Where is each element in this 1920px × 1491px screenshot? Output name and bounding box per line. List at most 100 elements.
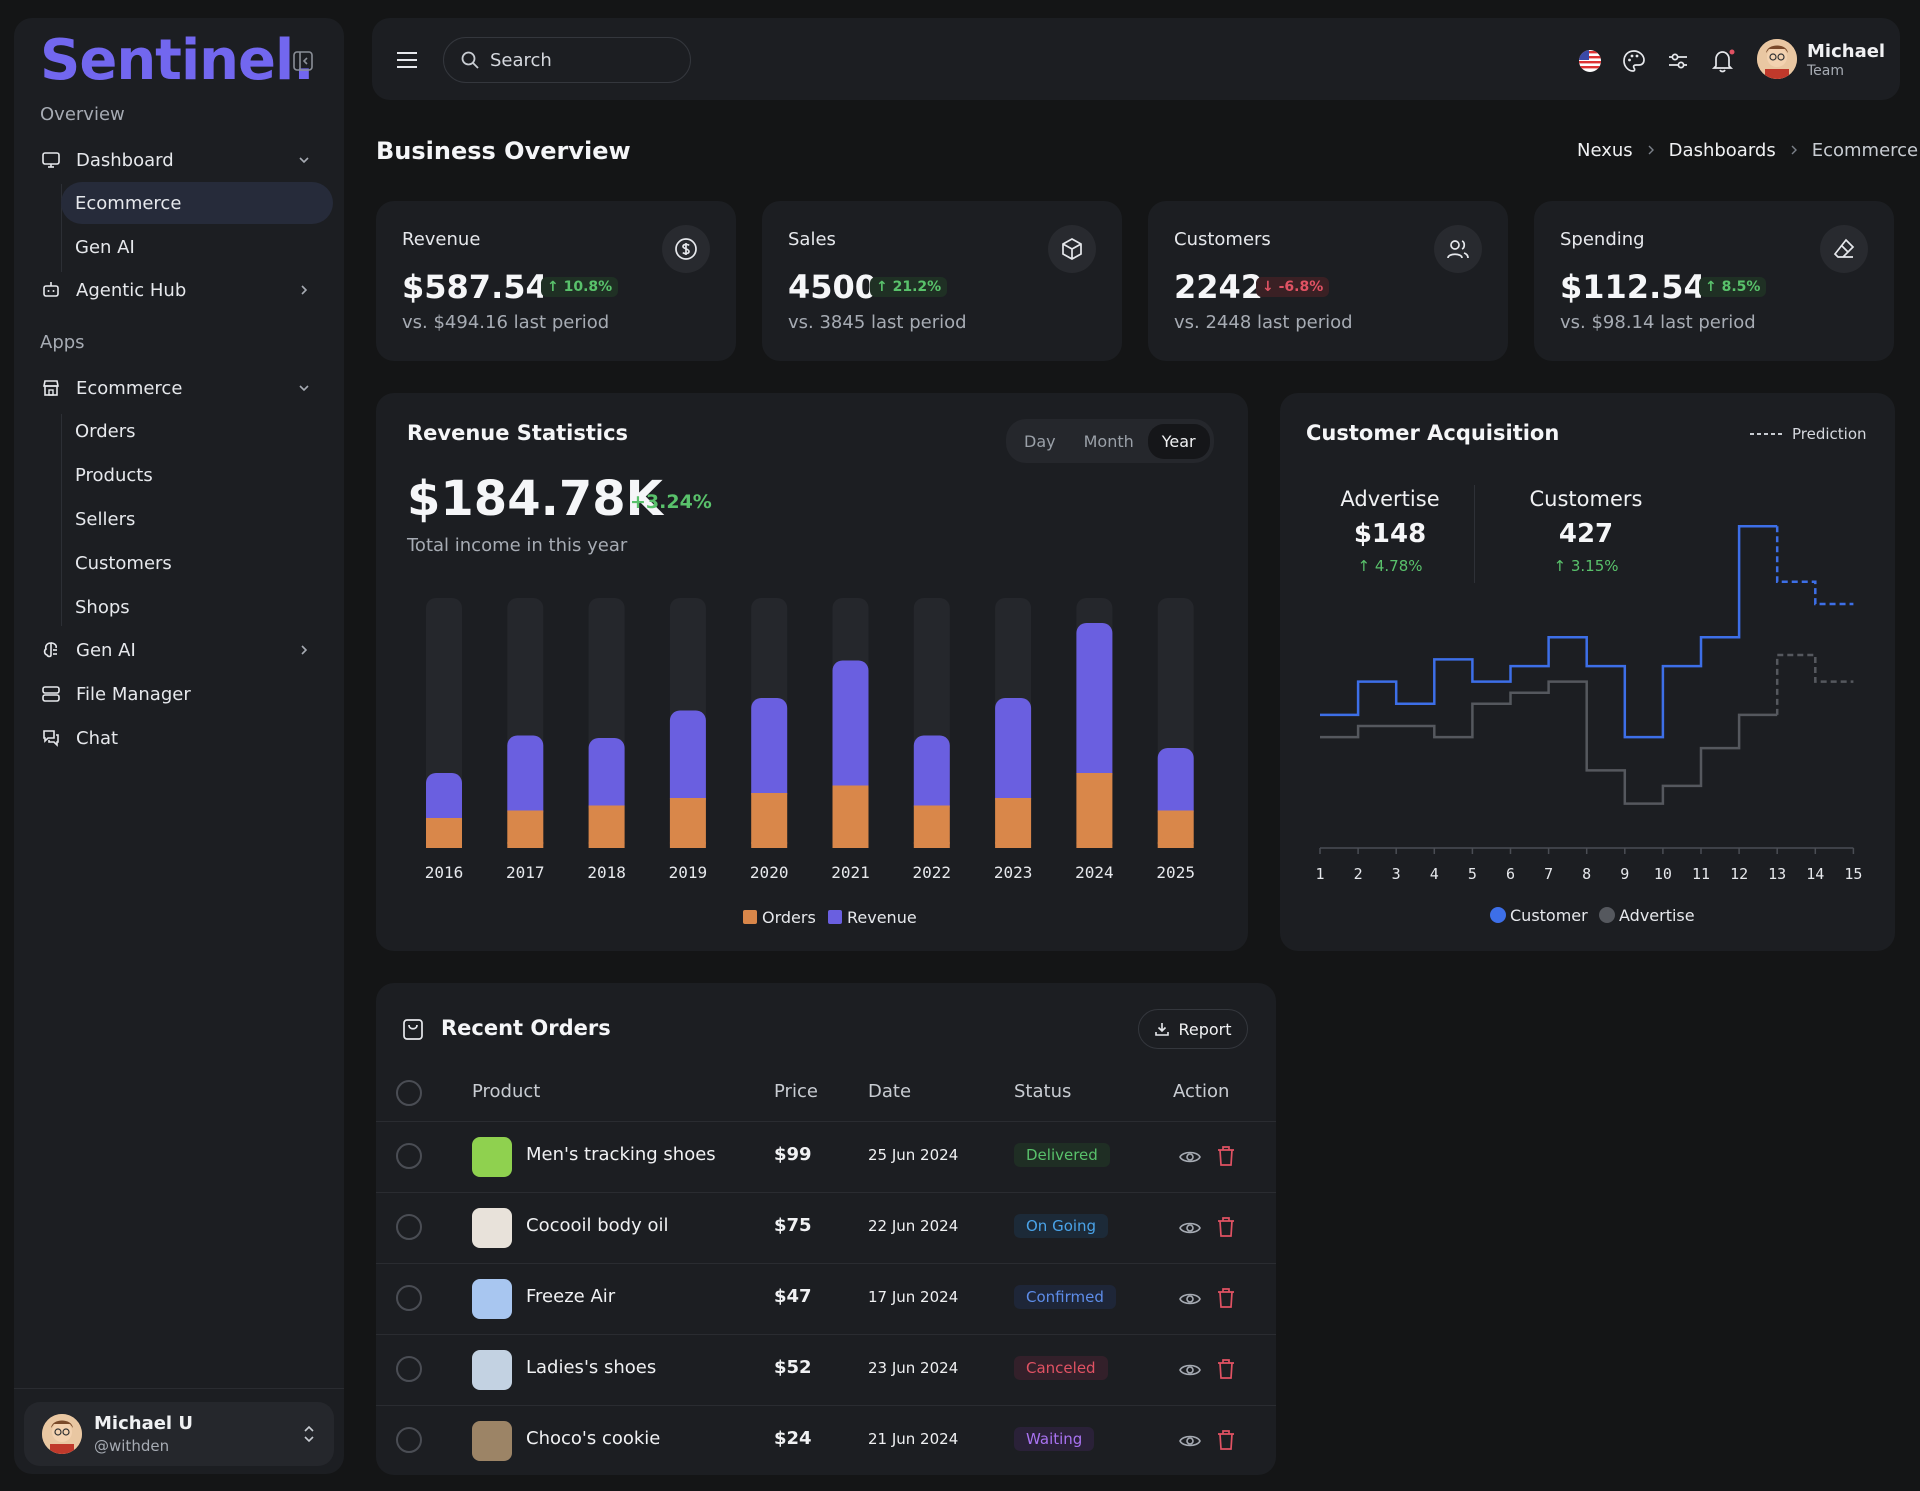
- customers-label: Customers: [1529, 487, 1643, 511]
- sidebar: Sentinel. Overview Dashboard Ecommerce G…: [14, 18, 344, 1474]
- order-date: 17 Jun 2024: [868, 1288, 959, 1306]
- sidebar-item-label: Chat: [76, 727, 119, 749]
- table-row[interactable]: Choco's cookie $24 21 Jun 2024 Waiting: [376, 1405, 1276, 1475]
- trash-icon[interactable]: [1216, 1429, 1236, 1455]
- product-name[interactable]: Freeze Air: [526, 1286, 616, 1307]
- sidebar-user-card[interactable]: Michael U @withden: [24, 1402, 334, 1466]
- sidebar-subitem-ecommerce[interactable]: Ecommerce: [61, 182, 333, 224]
- sidebar-subitem-orders[interactable]: Orders: [75, 420, 136, 442]
- section-apps: Apps: [40, 332, 85, 353]
- product-name[interactable]: Ladies's shoes: [526, 1357, 657, 1378]
- row-checkbox[interactable]: [396, 1285, 422, 1311]
- dollar-icon: [662, 225, 710, 273]
- column-header[interactable]: Price: [774, 1081, 818, 1102]
- table-row[interactable]: Freeze Air $47 17 Jun 2024 Confirmed: [376, 1263, 1276, 1334]
- eye-icon[interactable]: [1179, 1217, 1201, 1243]
- palette-icon[interactable]: [1622, 49, 1646, 77]
- avatar[interactable]: [1757, 39, 1797, 79]
- tab-year[interactable]: Year: [1147, 423, 1210, 459]
- legend-label: Revenue: [847, 908, 917, 927]
- x-tick-label: 2016: [425, 863, 464, 882]
- bar-orders: [832, 785, 869, 848]
- submenu-line: [61, 184, 62, 272]
- row-checkbox[interactable]: [396, 1427, 422, 1453]
- tab-day[interactable]: Day: [1024, 431, 1056, 451]
- legend-label: Orders: [762, 908, 816, 927]
- stat-comparison: vs. $98.14 last period: [1560, 312, 1756, 333]
- eye-icon[interactable]: [1179, 1430, 1201, 1456]
- search-input[interactable]: Search: [443, 37, 691, 83]
- revenue-bar-chart: 2016 2017 2018 2019 2020 2021 2022 2023 2024 2025…: [425, 598, 1195, 927]
- column-header[interactable]: Status: [1014, 1081, 1072, 1102]
- shopping-bag-icon: [402, 1017, 424, 1045]
- tab-month[interactable]: Month: [1083, 431, 1134, 451]
- bar-orders-cap: [588, 838, 625, 848]
- trash-icon[interactable]: [1216, 1287, 1236, 1313]
- row-checkbox[interactable]: [396, 1356, 422, 1382]
- breadcrumb-item[interactable]: Dashboards: [1668, 140, 1776, 161]
- revenue-statistics-card: Revenue Statistics Day Month Year $184.7…: [376, 393, 1248, 951]
- recent-orders-card: Recent Orders Report Product Price Date …: [376, 983, 1276, 1475]
- page-title: Business Overview: [376, 137, 631, 165]
- stat-card-customers: Customers 2242 ↓ -6.8% vs. 2448 last per…: [1148, 201, 1508, 361]
- topbar-user-name[interactable]: Michael: [1807, 41, 1886, 62]
- sidebar-item-chat[interactable]: Chat: [28, 718, 334, 758]
- topbar-user-role: Team: [1807, 63, 1845, 79]
- table-row[interactable]: Ladies's shoes $52 23 Jun 2024 Canceled: [376, 1334, 1276, 1405]
- server-icon: [40, 683, 62, 705]
- stat-comparison: vs. 2448 last period: [1174, 312, 1353, 333]
- sidebar-item-dashboard[interactable]: Dashboard: [28, 140, 334, 180]
- sidebar-item-agentic-hub[interactable]: Agentic Hub: [28, 270, 334, 310]
- stat-comparison: vs. $494.16 last period: [402, 312, 610, 333]
- product-price: $52: [774, 1357, 812, 1378]
- bell-icon[interactable]: [1710, 48, 1736, 78]
- chevron-updown-icon[interactable]: [302, 1424, 316, 1448]
- x-tick-label: 11: [1692, 865, 1710, 883]
- sidebar-item-ecommerce[interactable]: Ecommerce: [28, 368, 334, 408]
- submenu-line: [61, 414, 62, 626]
- brand-logo[interactable]: Sentinel.: [40, 28, 314, 93]
- row-checkbox[interactable]: [396, 1214, 422, 1240]
- sidebar-subitem-sellers[interactable]: Sellers: [75, 508, 136, 530]
- report-button[interactable]: Report: [1138, 1009, 1248, 1049]
- x-tick-label: 15: [1844, 865, 1862, 883]
- table-row[interactable]: Cocooil body oil $75 22 Jun 2024 On Goin…: [376, 1192, 1276, 1263]
- trash-icon[interactable]: [1216, 1145, 1236, 1171]
- sidebar-subitem-gen-ai[interactable]: Gen AI: [75, 236, 135, 258]
- table-row[interactable]: Men's tracking shoes $99 25 Jun 2024 Del…: [376, 1121, 1276, 1192]
- trash-icon[interactable]: [1216, 1358, 1236, 1384]
- eye-icon[interactable]: [1179, 1288, 1201, 1314]
- select-all-checkbox[interactable]: [396, 1080, 422, 1106]
- column-header[interactable]: Date: [868, 1081, 912, 1102]
- eye-icon[interactable]: [1179, 1146, 1201, 1172]
- column-header[interactable]: Product: [472, 1081, 541, 1102]
- trash-icon[interactable]: [1216, 1216, 1236, 1242]
- status-badge: Waiting: [1014, 1427, 1095, 1451]
- sidebar-collapse-icon[interactable]: [292, 50, 314, 72]
- bar-revenue: [913, 735, 950, 816]
- settings-sliders-icon[interactable]: [1666, 49, 1690, 77]
- sidebar-subitem-shops[interactable]: Shops: [75, 596, 130, 618]
- robot-icon: [40, 279, 62, 301]
- product-name[interactable]: Men's tracking shoes: [526, 1144, 716, 1165]
- x-tick-label: 2025: [1156, 863, 1195, 882]
- sidebar-subitem-customers[interactable]: Customers: [75, 552, 172, 574]
- row-checkbox[interactable]: [396, 1143, 422, 1169]
- breadcrumb-item[interactable]: Nexus: [1577, 140, 1633, 161]
- sidebar-subitem-products[interactable]: Products: [75, 464, 153, 486]
- chat-icon: [40, 727, 62, 749]
- us-flag-icon[interactable]: [1578, 49, 1602, 77]
- product-name[interactable]: Cocooil body oil: [526, 1215, 669, 1236]
- sidebar-item-gen-ai[interactable]: Gen AI: [28, 630, 334, 670]
- x-tick-label: 2019: [669, 863, 708, 882]
- user-handle: @withden: [94, 1437, 170, 1455]
- menu-icon[interactable]: [396, 50, 418, 74]
- stat-change: ↑ 8.5%: [1699, 277, 1767, 297]
- product-name[interactable]: Choco's cookie: [526, 1428, 661, 1449]
- stat-comparison: vs. 3845 last period: [788, 312, 967, 333]
- card-title: Customer Acquisition: [1306, 421, 1560, 445]
- sidebar-item-file-manager[interactable]: File Manager: [28, 674, 334, 714]
- box-icon: [1048, 225, 1096, 273]
- stat-card-spending: Spending $112.54 ↑ 8.5% vs. $98.14 last …: [1534, 201, 1894, 361]
- eye-icon[interactable]: [1179, 1359, 1201, 1385]
